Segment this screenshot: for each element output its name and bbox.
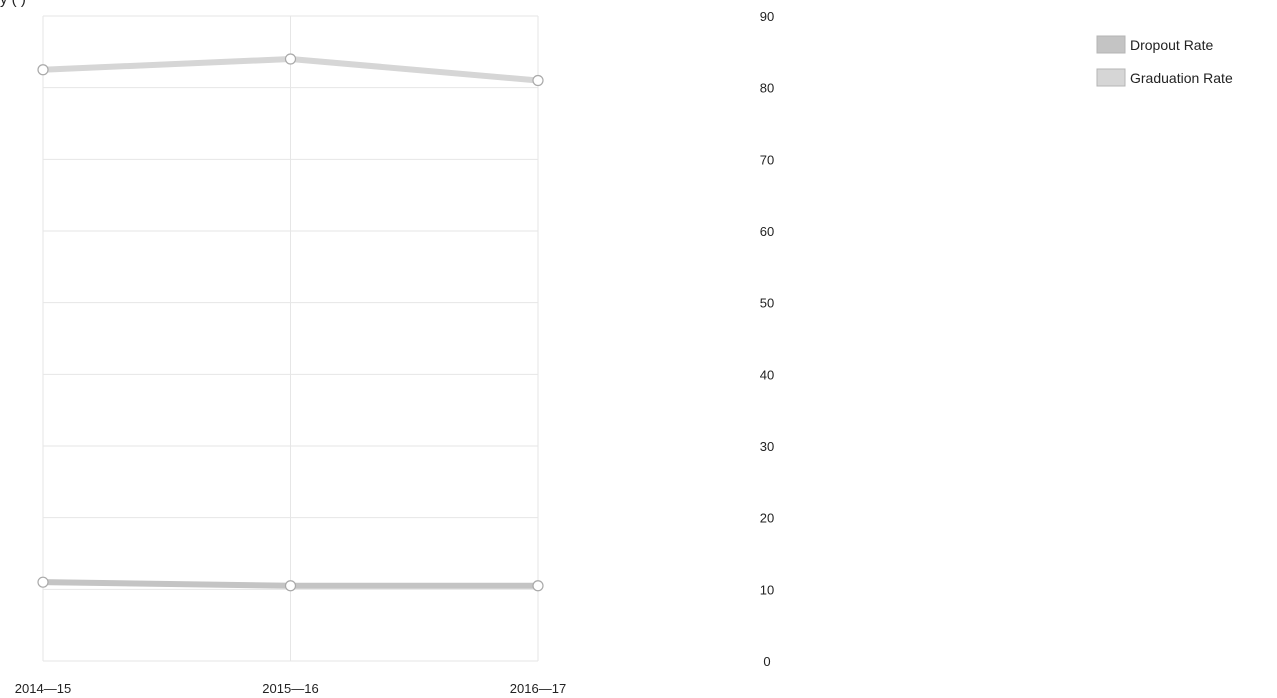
y-tick-label: 0 (763, 654, 770, 669)
series-layer (37, 53, 544, 592)
data-point-0-2 (532, 580, 544, 592)
y-tick-label: 50 (760, 296, 774, 311)
data-point-0-1 (284, 580, 297, 592)
y-tick-label: 30 (760, 439, 774, 454)
y-tick-label: 40 (760, 367, 774, 382)
data-point-1-1 (284, 53, 297, 65)
x-tick-label: 2015—16 (262, 681, 318, 696)
legend-swatch-0 (1096, 35, 1126, 54)
y-tick-label: 20 (760, 511, 774, 526)
legend-label: Dropout Rate (1130, 37, 1213, 53)
y-tick-label: 60 (760, 224, 774, 239)
data-point-0-0 (37, 576, 49, 588)
y-tick-label: 90 (760, 9, 774, 24)
plot-grid (42, 15, 539, 662)
y-tick-label: 70 (760, 152, 774, 167)
data-point-1-0 (37, 64, 49, 76)
data-point-1-2 (532, 74, 544, 87)
y-axis-ticks: 90 80 70 60 50 40 30 20 10 0 (760, 9, 774, 669)
x-axis-ticks: 2014—15 2015—16 2016—17 (15, 681, 566, 696)
y-tick-label: 10 (760, 582, 774, 597)
legend-swatch-1 (1096, 68, 1126, 87)
y-tick-label: 80 (760, 81, 774, 96)
chart-title-fragment: y ( ) (0, 0, 26, 8)
legend-label: Graduation Rate (1130, 70, 1233, 86)
x-tick-label: 2016—17 (510, 681, 566, 696)
legend: Dropout Rate Graduation Rate (1096, 35, 1233, 87)
x-tick-label: 2014—15 (15, 681, 71, 696)
